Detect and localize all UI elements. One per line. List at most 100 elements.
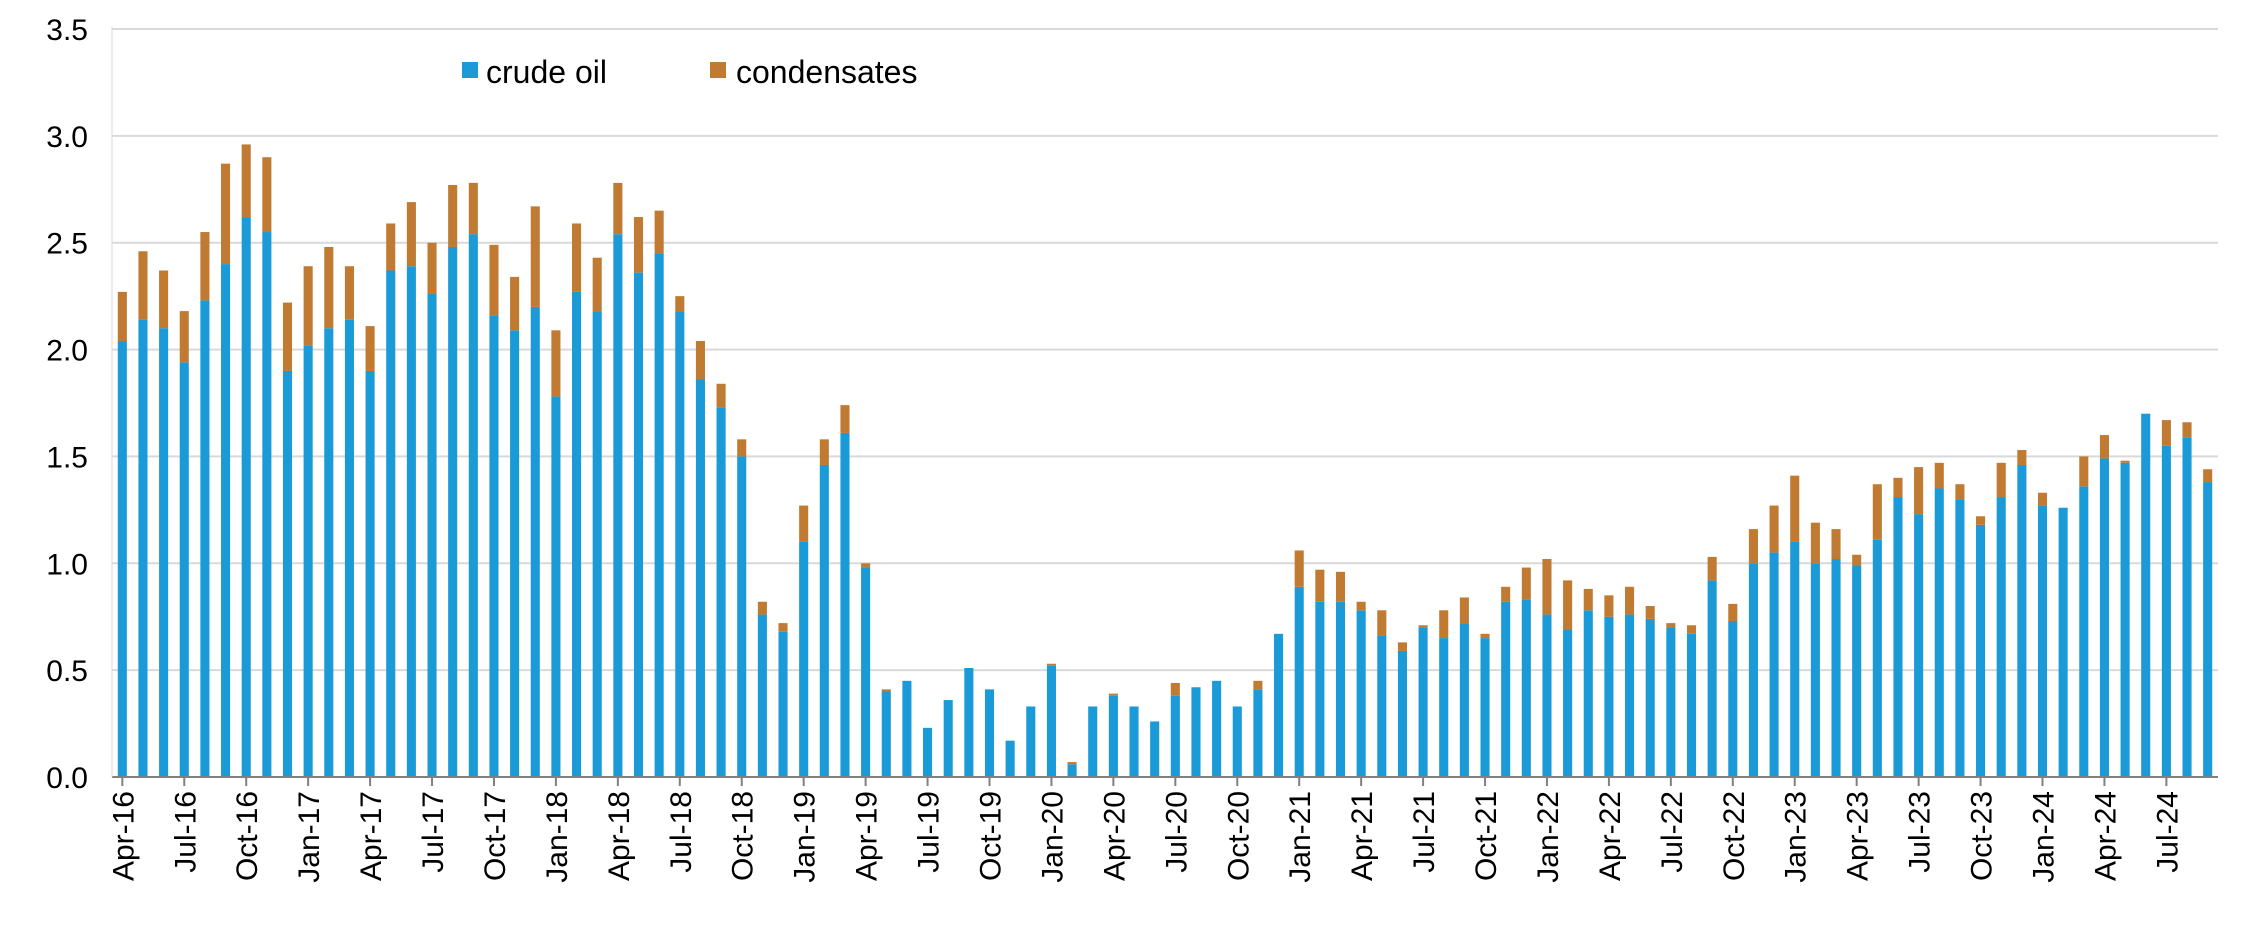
y-tick-label: 3.0 (46, 121, 88, 154)
bar-crude-oil (2058, 507, 2068, 777)
bar-condensates (881, 689, 891, 692)
x-tick-label: Apr-22 (1594, 791, 1627, 881)
bar-crude-oil (613, 234, 623, 777)
x-tick-label: Jul-20 (1160, 791, 1193, 873)
x-tick-label: Jan-17 (293, 791, 326, 883)
bar-condensates (262, 157, 272, 233)
bar-crude-oil (1046, 665, 1056, 777)
bar-crude-oil (1253, 689, 1263, 777)
bar-crude-oil (1604, 616, 1614, 777)
bar-crude-oil (1480, 638, 1490, 777)
bar-crude-oil (1274, 633, 1284, 777)
x-tick-label: Oct-21 (1470, 791, 1503, 881)
bar-condensates (1872, 484, 1882, 540)
bar-condensates (1170, 682, 1180, 696)
x-tick-label: Jul-18 (665, 791, 698, 873)
bar-crude-oil (1893, 497, 1903, 777)
bar-crude-oil (1067, 764, 1077, 777)
bar-condensates (2161, 420, 2171, 446)
bar-crude-oil (2079, 486, 2089, 777)
bar-crude-oil (282, 370, 293, 777)
bar-condensates (654, 210, 664, 254)
bar-condensates (2079, 456, 2089, 487)
bar-condensates (448, 185, 458, 247)
x-tick-label: Apr-21 (1346, 791, 1379, 881)
bar-crude-oil (1542, 614, 1552, 777)
bar-condensates (1067, 762, 1077, 765)
bar-condensates (241, 144, 251, 218)
bar-condensates (200, 232, 210, 301)
bar-crude-oil (2099, 458, 2109, 777)
x-tick-label: Jul-23 (1904, 791, 1937, 873)
bar-condensates (2182, 422, 2192, 438)
bar-condensates (510, 276, 520, 331)
bar-crude-oil (1315, 601, 1325, 777)
bar-crude-oil (778, 631, 788, 777)
x-tick-label: Apr-19 (851, 791, 884, 881)
bar-condensates (179, 311, 189, 363)
x-tick-label: Jan-19 (789, 791, 822, 883)
bar-condensates (1480, 633, 1490, 639)
y-tick-label: 1.0 (46, 548, 88, 581)
legend-label-condensates: condensates (736, 54, 917, 90)
bar-condensates (551, 330, 561, 397)
bar-crude-oil (1088, 706, 1098, 777)
bar-crude-oil (923, 727, 933, 777)
bar-condensates (1377, 610, 1387, 636)
x-tick-label: Apr-23 (1842, 791, 1875, 881)
bar-condensates (468, 182, 478, 235)
bar-crude-oil (1232, 706, 1242, 777)
bar-condensates (282, 302, 293, 371)
bar-condensates (489, 244, 499, 316)
bar-condensates (1583, 588, 1593, 611)
bar-crude-oil (138, 319, 148, 777)
x-tick-label: Jul-16 (169, 791, 202, 873)
bar-crude-oil (1810, 563, 1820, 777)
bar-crude-oil (1418, 627, 1428, 777)
bar-crude-oil (695, 379, 705, 777)
bar-crude-oil (1914, 514, 1924, 777)
bar-crude-oil (1397, 650, 1407, 777)
bar-condensates (1315, 569, 1325, 602)
bar-crude-oil (221, 264, 231, 778)
bar-crude-oil (159, 328, 169, 777)
axes: 0.0 0.5 1.0 1.5 2.0 2.5 3.0 3.5 Apr-16 Jul-16 Oct-… (46, 14, 2218, 883)
bar-condensates (2203, 469, 2213, 483)
bar-crude-oil (799, 541, 809, 777)
bar-crude-oil (2017, 464, 2027, 777)
x-tick-label: Apr-18 (603, 791, 636, 881)
bar-condensates (1439, 610, 1449, 639)
bar-condensates (1563, 580, 1573, 630)
bar-condensates (1666, 623, 1676, 628)
bar-condensates (737, 439, 747, 457)
bar-crude-oil (1212, 680, 1222, 777)
bar-crude-oil (737, 456, 747, 777)
bar-condensates (1356, 601, 1366, 611)
bar-crude-oil (1769, 552, 1779, 777)
x-tick-label: Jan-24 (2028, 791, 2061, 883)
x-tick-label: Jul-19 (913, 791, 946, 873)
bar-crude-oil (406, 266, 416, 777)
bar-condensates (1501, 586, 1511, 602)
bar-condensates (799, 505, 809, 542)
y-tick-label: 0.0 (46, 762, 88, 795)
bar-condensates (2120, 460, 2130, 463)
bar-crude-oil (530, 306, 540, 777)
bar-crude-oil (1583, 610, 1593, 777)
bar-crude-oil (2037, 505, 2048, 777)
bar-condensates (365, 326, 375, 371)
bar-crude-oil (2120, 462, 2130, 777)
bar-crude-oil (1996, 497, 2006, 777)
bar-condensates (1790, 475, 1800, 542)
bar-crude-oil (943, 700, 953, 777)
bar-crude-oil (1150, 721, 1160, 777)
bar-condensates (1542, 559, 1552, 615)
bar-condensates (840, 405, 850, 433)
bar-crude-oil (1459, 623, 1469, 777)
x-tick-label: Oct-20 (1222, 791, 1255, 881)
y-tick-label: 1.5 (46, 441, 88, 474)
bar-crude-oil (510, 330, 520, 777)
bar-crude-oil (262, 232, 272, 777)
x-tick-label: Jan-20 (1036, 791, 1069, 883)
